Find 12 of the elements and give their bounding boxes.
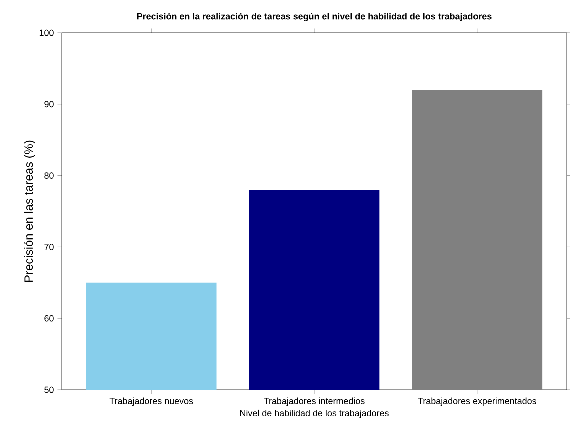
y-tick-label: 60	[44, 315, 54, 322]
x-tick-label: Trabajadores nuevos	[110, 398, 194, 406]
x-tick-label: Trabajadores experimentados	[418, 398, 536, 406]
x-tick-label: Trabajadores intermedios	[264, 398, 365, 406]
y-tick-label: 100	[40, 30, 54, 36]
y-tick-label: 90	[44, 101, 54, 108]
x-axis-title: Nivel de habilidad de los trabajadores	[240, 410, 389, 418]
y-axis-title: Precisión en las tareas (%)	[24, 140, 36, 282]
chart-title: Precisión en la realización de tareas según el nivel de habilidad de los trabajadores	[137, 13, 492, 22]
y-tick-label: 50	[44, 386, 54, 394]
y-tick-label: 70	[44, 244, 54, 250]
y-tick-label: 80	[44, 172, 54, 179]
